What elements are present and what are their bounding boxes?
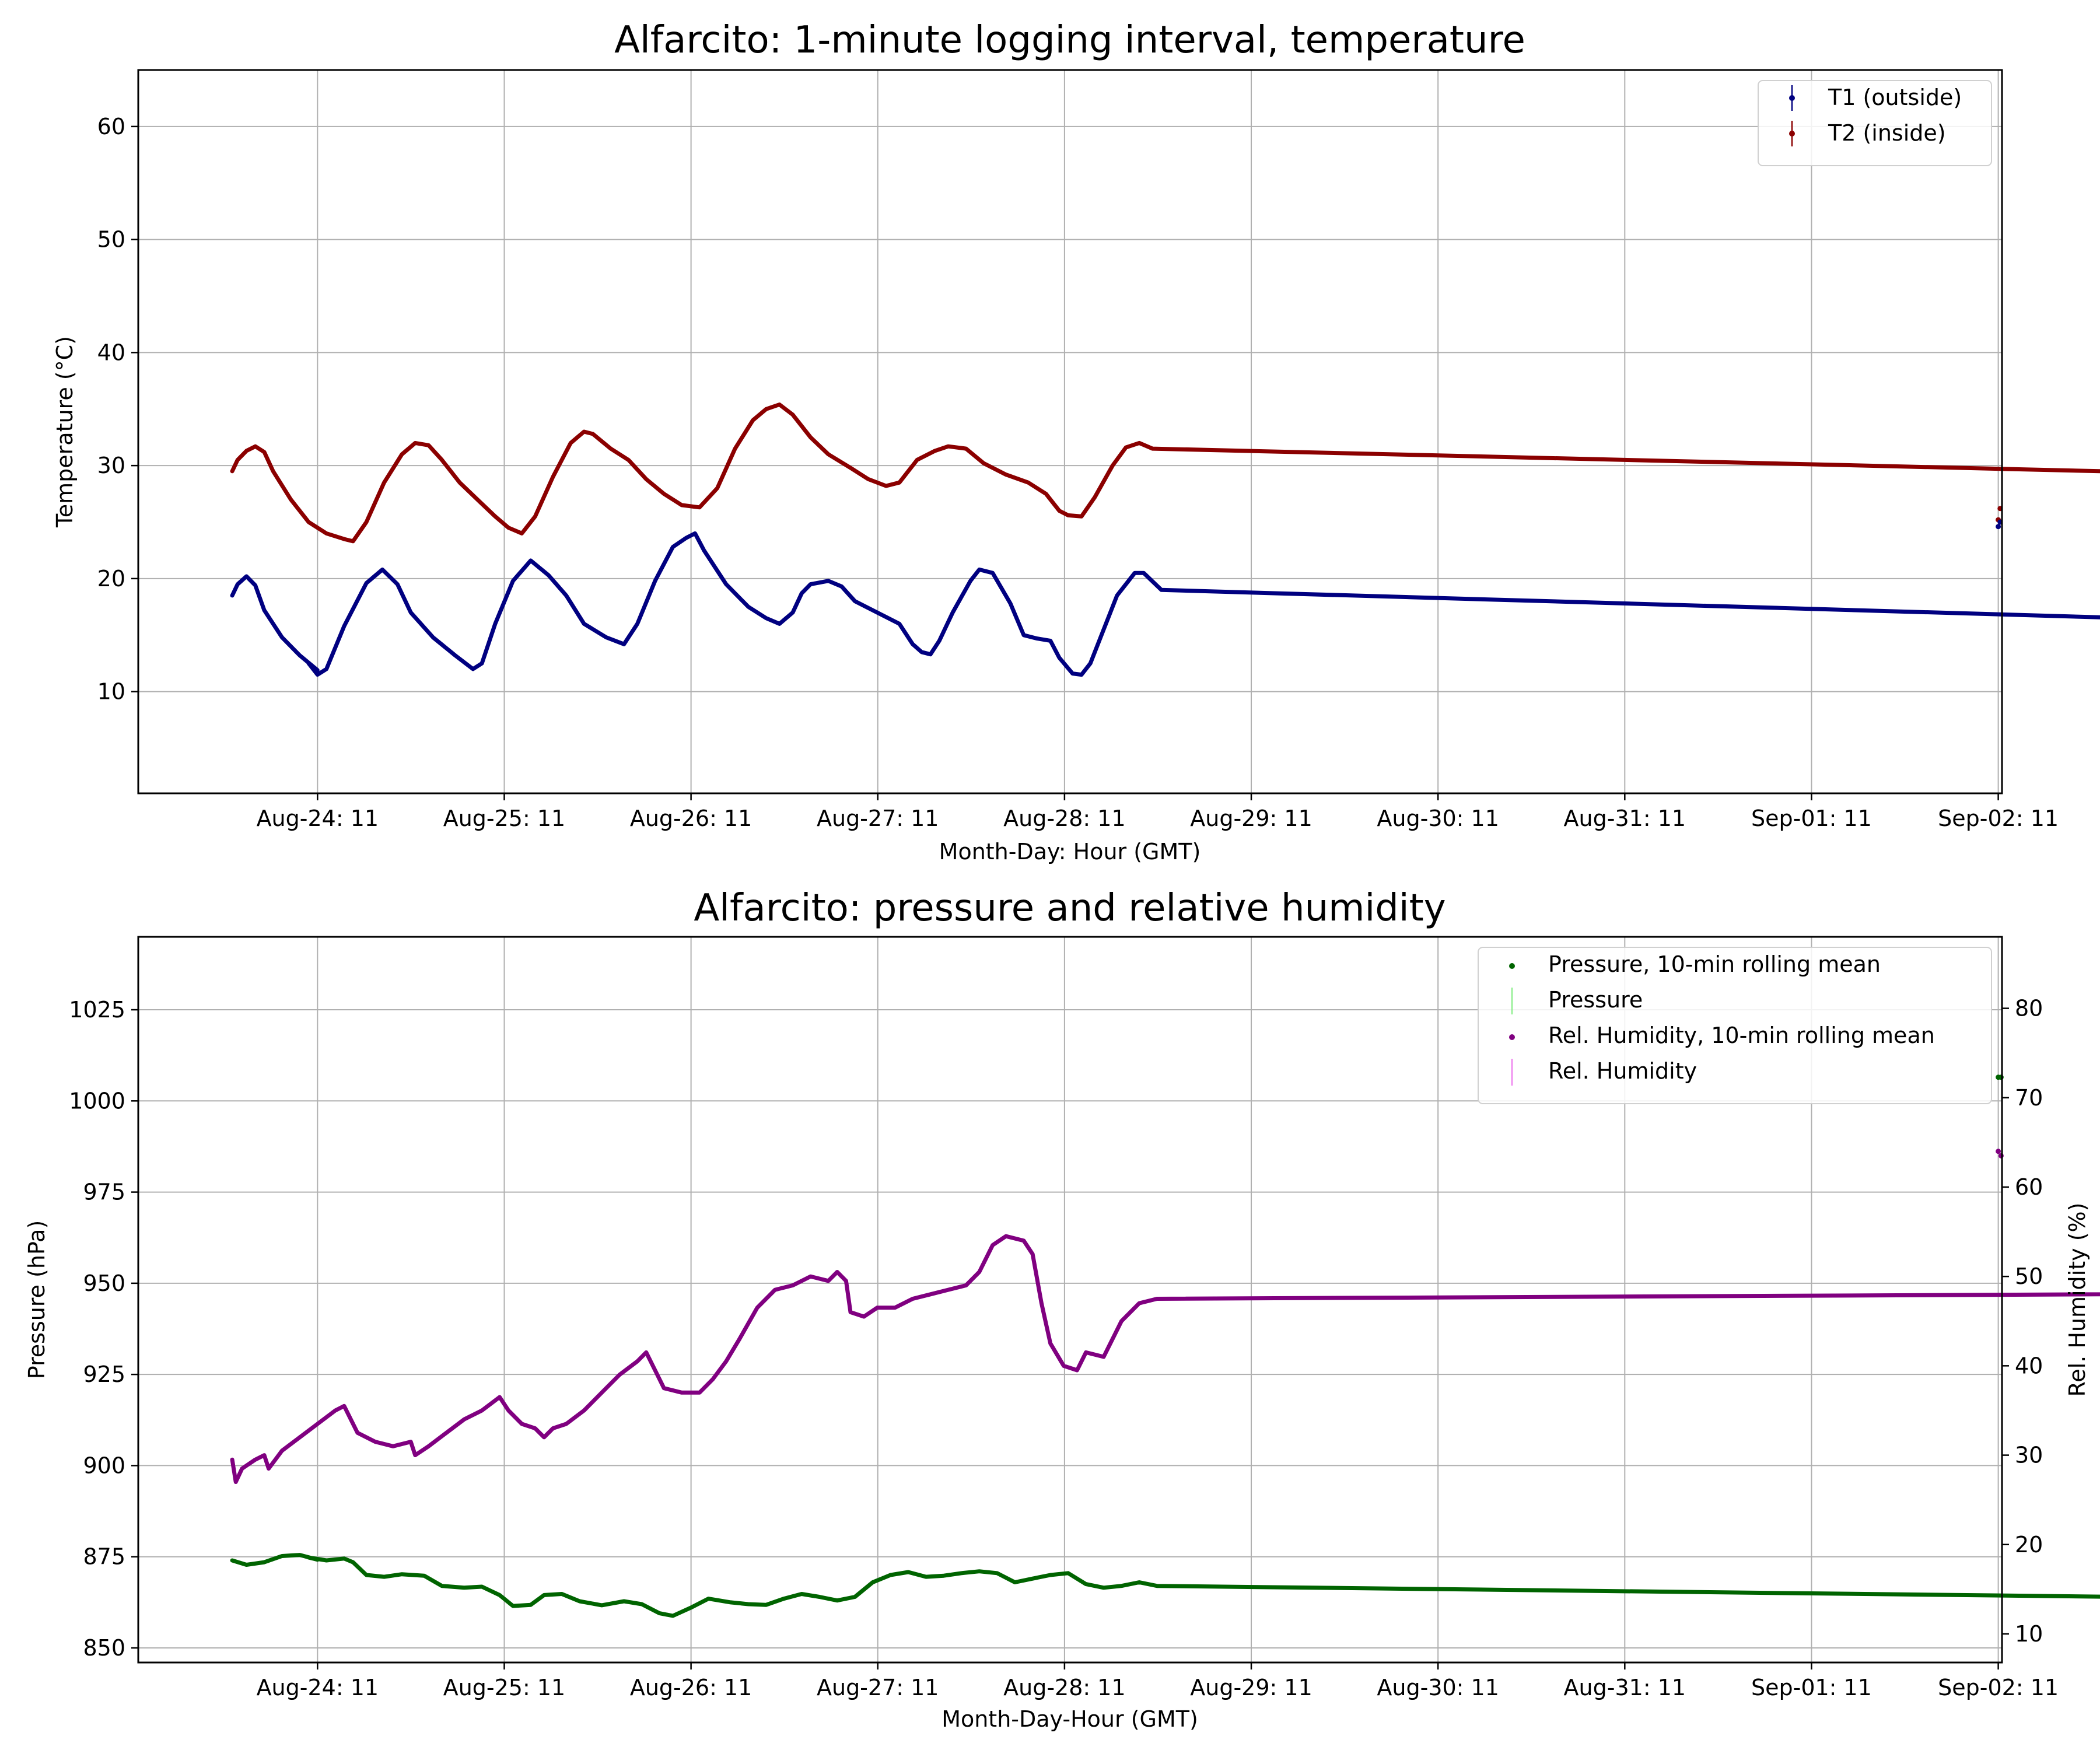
- temperature-marker-point: [1996, 524, 2001, 530]
- pressure-x-tick-label: Sep-02: 11: [1938, 1675, 2059, 1700]
- pressure-y-tick-label: 1000: [69, 1088, 125, 1114]
- pressure-x-tick-label: Sep-01: 11: [1751, 1675, 1872, 1700]
- pressure-humidity-series-layer: [230, 1074, 2100, 1618]
- humidity-y2-tick-label: 10: [2015, 1621, 2043, 1647]
- temperature-x-ticks: Aug-24: 11 Aug-25: 11 Aug-26: 11 Aug-27: 11…: [257, 793, 2059, 831]
- pressure-humidity-chart-title: Alfarcito: pressure and relative humidit…: [694, 887, 1446, 930]
- temperature-y-tick-label: 50: [97, 227, 125, 253]
- temperature-x-tick-label: Aug-25: 11: [443, 806, 566, 831]
- pressure-y-tick-label: 950: [83, 1270, 125, 1296]
- temperature-series-t1-outside-: [230, 531, 2100, 677]
- pressure-legend-label: Pressure, 10-min rolling mean: [1548, 951, 1881, 977]
- pressure-y-axis-label: Pressure (hPa): [24, 1220, 50, 1380]
- humidity-y2-tick-label: 40: [2015, 1353, 2043, 1378]
- pressure-marker-point: [1998, 1153, 2004, 1158]
- pressure-humidity-plot-frame: [137, 936, 2003, 1664]
- humidity-y2-tick-label: 60: [2015, 1174, 2043, 1200]
- pressure-legend-label: Rel. Humidity, 10-min rolling mean: [1548, 1023, 1935, 1048]
- temperature-y-axis-label: Temperature (°C): [52, 336, 78, 528]
- pressure-x-tick-label: Aug-25: 11: [443, 1675, 566, 1700]
- pressure-y-tick-label: 1025: [69, 997, 125, 1023]
- pressure-marker-point: [1998, 1074, 2004, 1080]
- humidity-y2-axis-label: Rel. Humidity (%): [2064, 1203, 2090, 1397]
- pressure-x-tick-label: Aug-27: 11: [817, 1675, 939, 1700]
- temperature-x-tick-label: Aug-31: 11: [1564, 806, 1686, 831]
- humidity-y2-tick-label: 50: [2015, 1264, 2043, 1289]
- pressure-y-ticks: 850 875 900 925 950 975 1000 1025: [69, 997, 138, 1661]
- temperature-x-tick-label: Aug-30: 11: [1377, 806, 1499, 831]
- temperature-x-tick-label: Aug-29: 11: [1190, 806, 1312, 831]
- pressure-legend-label: Rel. Humidity: [1548, 1058, 1697, 1084]
- temperature-x-tick-label: Aug-27: 11: [817, 806, 939, 831]
- pressure-x-tick-label: Aug-28: 11: [1003, 1675, 1126, 1700]
- temperature-y-tick-label: 20: [97, 566, 125, 592]
- temperature-legend-box: [1758, 80, 1992, 166]
- pressure-y-tick-label: 850: [83, 1635, 125, 1661]
- pressure-x-tick-label: Aug-29: 11: [1190, 1675, 1312, 1700]
- temperature-legend: T1 (outside) T2 (inside): [1758, 80, 1992, 166]
- temperature-x-tick-label: Sep-02: 11: [1938, 806, 2059, 831]
- humidity-y2-tick-label: 70: [2015, 1085, 2043, 1111]
- pressure-legend-marker: [1509, 1034, 1515, 1040]
- temperature-plot-frame: [137, 69, 2003, 794]
- pressure-legend-label: Pressure: [1548, 987, 1643, 1013]
- pressure-humidity-panel: Alfarcito: pressure and relative humidit…: [24, 887, 2100, 1732]
- temperature-x-tick-label: Sep-01: 11: [1751, 806, 1872, 831]
- temperature-x-tick-label: Aug-28: 11: [1003, 806, 1126, 831]
- temperature-chart-title: Alfarcito: 1-minute logging interval, te…: [614, 19, 1525, 62]
- temperature-panel: Alfarcito: 1-minute logging interval, te…: [52, 19, 2100, 864]
- pressure-x-axis-label: Month-Day-Hour (GMT): [942, 1706, 1198, 1732]
- temperature-grid: [138, 70, 2002, 793]
- humidity-y2-tick-label: 30: [2015, 1443, 2043, 1468]
- pressure-humidity-legend: Pressure, 10-min rolling mean Pressure Rel…: [1478, 947, 1992, 1104]
- temperature-y-tick-label: 10: [97, 679, 125, 705]
- pressure-x-ticks: Aug-24: 11 Aug-25: 11 Aug-26: 11 Aug-27: 11…: [257, 1662, 2059, 1700]
- pressure-y-tick-label: 975: [83, 1180, 125, 1205]
- temperature-legend-marker-dot: [1789, 131, 1795, 136]
- pressure-marker-point: [1996, 1149, 2001, 1154]
- temperature-x-tick-label: Aug-24: 11: [257, 806, 379, 831]
- humidity-y2-ticks: 10 20 30 40 50 60 70 80: [2002, 996, 2043, 1647]
- temperature-x-tick-label: Aug-26: 11: [630, 806, 752, 831]
- temperature-legend-marker-dot: [1789, 95, 1795, 101]
- pressure-y-tick-label: 900: [83, 1452, 125, 1478]
- temperature-legend-label: T1 (outside): [1828, 85, 1962, 110]
- pressure-series-rel-humidity-10-min-rolling-mean: [230, 1234, 2100, 1484]
- temperature-series-layer: [230, 402, 2100, 677]
- pressure-series-pressure-10-min-rolling-mean: [230, 1553, 2100, 1618]
- pressure-legend-box: [1478, 947, 1992, 1104]
- temperature-legend-label: T2 (inside): [1828, 120, 1946, 146]
- pressure-x-tick-label: Aug-30: 11: [1377, 1675, 1499, 1700]
- temperature-y-tick-label: 30: [97, 453, 125, 478]
- pressure-x-tick-label: Aug-24: 11: [257, 1675, 379, 1700]
- temperature-series-t2-inside-: [230, 402, 2100, 544]
- temperature-y-ticks: 10 20 30 40 50 60: [97, 114, 138, 705]
- pressure-y-tick-label: 875: [83, 1544, 125, 1570]
- pressure-x-tick-label: Aug-26: 11: [630, 1675, 752, 1700]
- pressure-legend-marker: [1509, 963, 1515, 969]
- temperature-y-tick-label: 60: [97, 114, 125, 139]
- humidity-y2-tick-label: 80: [2015, 996, 2043, 1021]
- pressure-y-tick-label: 925: [83, 1362, 125, 1387]
- humidity-y2-tick-label: 20: [2015, 1532, 2043, 1558]
- temperature-x-axis-label: Month-Day: Hour (GMT): [939, 839, 1201, 864]
- pressure-x-tick-label: Aug-31: 11: [1564, 1675, 1686, 1700]
- temperature-y-tick-label: 40: [97, 340, 125, 365]
